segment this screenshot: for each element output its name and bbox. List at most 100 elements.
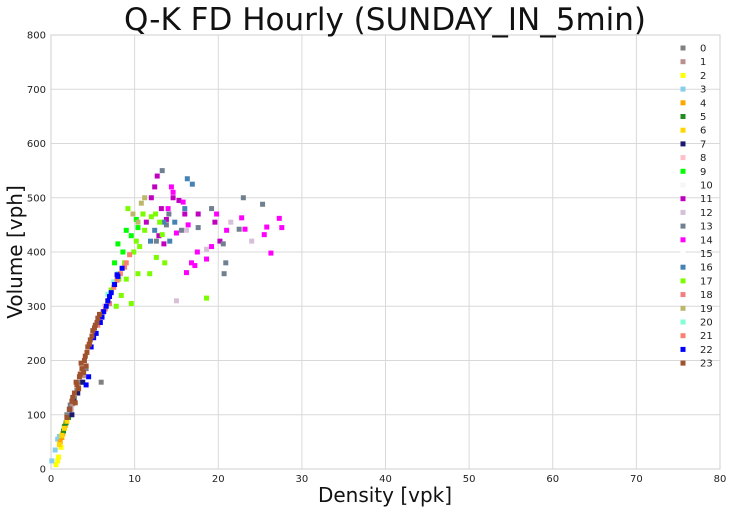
- legend-marker: [680, 278, 686, 284]
- data-point: [66, 406, 72, 412]
- data-point: [64, 418, 70, 424]
- series-9: [112, 211, 146, 266]
- data-point: [81, 358, 87, 363]
- data-point: [128, 301, 134, 307]
- data-point: [84, 349, 90, 355]
- x-tick-label: 80: [714, 474, 727, 485]
- data-point: [79, 366, 85, 372]
- data-point: [140, 211, 146, 217]
- data-point: [162, 260, 168, 266]
- data-point: [240, 195, 246, 201]
- data-point: [166, 211, 172, 217]
- data-point: [152, 184, 158, 190]
- data-point: [80, 379, 86, 385]
- data-point: [56, 433, 62, 439]
- grid: [50, 34, 721, 470]
- legend-marker: [680, 346, 686, 352]
- legend-label: 18: [700, 290, 713, 301]
- data-point: [94, 320, 100, 326]
- data-point: [64, 412, 70, 418]
- legend-marker: [680, 319, 686, 325]
- data-point: [176, 197, 182, 203]
- series-16: [148, 176, 195, 244]
- legend-label: 16: [700, 263, 713, 274]
- data-point: [103, 303, 109, 309]
- data-point: [279, 225, 285, 231]
- data-point: [128, 233, 134, 239]
- data-point: [130, 211, 136, 217]
- data-point: [153, 238, 159, 244]
- data-point: [89, 333, 95, 339]
- legend-label: 21: [700, 331, 713, 342]
- data-point: [125, 206, 131, 212]
- data-point: [223, 260, 229, 266]
- data-point: [138, 200, 144, 206]
- data-point: [276, 215, 282, 221]
- legend-marker: [680, 196, 686, 202]
- data-point: [170, 189, 176, 195]
- data-point: [81, 373, 87, 379]
- data-point: [249, 238, 255, 244]
- series-11: [143, 173, 223, 247]
- legend-label: 7: [700, 139, 706, 150]
- series-23: [64, 311, 103, 420]
- y-tick-label: 500: [27, 193, 46, 204]
- y-tick-label: 400: [27, 248, 46, 259]
- data-point: [58, 444, 64, 450]
- data-point: [64, 414, 70, 420]
- legend-marker: [680, 100, 686, 106]
- data-point: [148, 214, 154, 220]
- data-point: [173, 230, 179, 236]
- data-point: [192, 263, 198, 269]
- data-point: [142, 227, 148, 233]
- y-tick-label: 0: [40, 465, 46, 476]
- data-point: [154, 173, 160, 179]
- x-tick-label: 50: [463, 474, 476, 485]
- legend-marker: [680, 182, 686, 188]
- legend-label: 23: [700, 359, 713, 370]
- legend-marker: [680, 264, 686, 270]
- data-point: [97, 320, 103, 326]
- data-point: [195, 211, 201, 217]
- data-point: [53, 462, 59, 468]
- data-point: [95, 315, 101, 321]
- legend-label: 2: [700, 71, 706, 82]
- y-tick-label: 600: [27, 139, 46, 150]
- data-point: [107, 301, 113, 307]
- series-12: [173, 219, 255, 304]
- data-point: [182, 206, 188, 212]
- data-point: [91, 325, 97, 331]
- data-point: [157, 219, 163, 225]
- data-point: [268, 250, 274, 256]
- data-point: [114, 272, 120, 278]
- data-point: [195, 225, 201, 231]
- data-point: [83, 363, 89, 369]
- legend-marker: [680, 292, 686, 298]
- x-tick-label: 0: [48, 474, 54, 485]
- data-point: [76, 386, 82, 392]
- data-point: [217, 238, 223, 244]
- legend-marker: [680, 45, 686, 51]
- data-point: [236, 226, 242, 232]
- data-point: [142, 195, 148, 201]
- legend-label: 14: [700, 235, 713, 246]
- data-point: [113, 303, 119, 309]
- data-point: [188, 260, 194, 266]
- data-point: [127, 252, 133, 258]
- data-point: [220, 241, 226, 247]
- data-point: [111, 284, 117, 290]
- y-tick-label: 200: [27, 356, 46, 367]
- data-point: [77, 371, 83, 377]
- data-point: [239, 215, 245, 221]
- data-point: [228, 219, 234, 225]
- data-point: [78, 360, 84, 366]
- y-tick-label: 300: [27, 302, 46, 313]
- data-point: [112, 282, 118, 288]
- x-axis-label: Density [vpk]: [318, 483, 452, 507]
- data-point: [119, 265, 125, 271]
- legend-label: 8: [700, 153, 706, 164]
- data-point: [165, 206, 171, 212]
- data-point: [102, 306, 108, 312]
- legend-label: 0: [700, 44, 706, 55]
